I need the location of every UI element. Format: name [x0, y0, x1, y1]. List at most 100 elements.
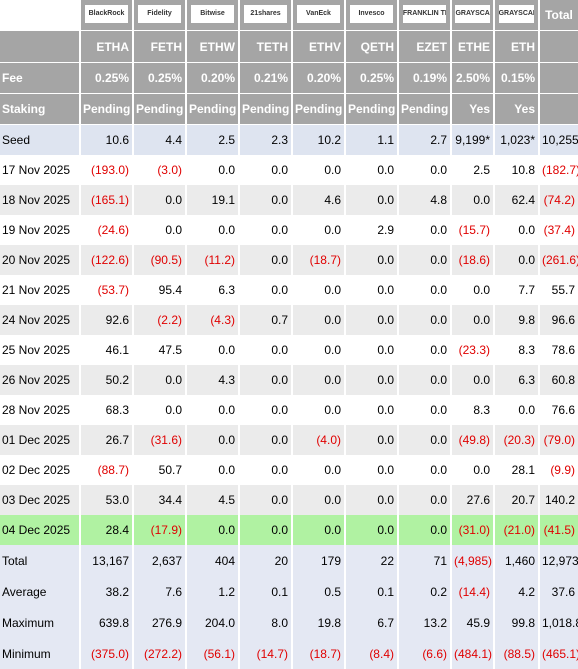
flow-cell: (23.3) [451, 335, 495, 365]
row-label: 18 Nov 2025 [0, 185, 81, 215]
row-label: Seed [0, 124, 81, 155]
flow-cell: 8.3 [494, 335, 540, 365]
staking-value: Pending [239, 93, 293, 125]
logo-cell: VanEck [292, 0, 346, 31]
table-row: Seed 10.6 4.4 2.5 2.3 10.2 1.1 2.7 9,199* 1,023* 1… [0, 124, 578, 155]
flow-cell: 37.6 [539, 576, 578, 607]
flow-cell: 50.7 [133, 455, 187, 485]
flow-cell: (14.7) [239, 638, 293, 669]
table-row: 20 Nov 2025 (122.6) (90.5) (11.2) 0.0 (18.7) 0… [0, 245, 578, 275]
logo-cell: Bitwise [186, 0, 240, 31]
flow-cell: 20.7 [494, 485, 540, 515]
staking-label: Staking [0, 93, 81, 125]
flow-cell: 1,460 [494, 545, 540, 576]
table-row: 24 Nov 2025 92.6 (2.2) (4.3) 0.7 0.0 0.0 0.0 0.0… [0, 305, 578, 335]
ticker: ETHW [186, 30, 240, 63]
row-label: 01 Dec 2025 [0, 425, 81, 455]
table-row: Maximum 639.8 276.9 204.0 8.0 19.8 6.7 13.2 45.9… [0, 607, 578, 638]
flow-cell: (4.3) [186, 305, 240, 335]
flow-cell: 0.0 [239, 185, 293, 215]
flow-cell: 76.6 [539, 395, 578, 425]
logo-cell: FRANKLIN TEMPLETON [398, 0, 452, 31]
logo-cell: Fidelity [133, 0, 187, 31]
flow-cell: 20 [239, 545, 293, 576]
table-row: 18 Nov 2025 (165.1) 0.0 19.1 0.0 4.6 0.0 4.8 0.0… [0, 185, 578, 215]
row-label: 19 Nov 2025 [0, 215, 81, 245]
flow-cell: 404 [186, 545, 240, 576]
flow-cell: (2.2) [133, 305, 187, 335]
row-label: 17 Nov 2025 [0, 155, 81, 185]
corner-cell [0, 0, 81, 31]
flow-cell: 0.0 [133, 365, 187, 395]
table-row: 28 Nov 2025 68.3 0.0 0.0 0.0 0.0 0.0 0.0 8.3 0.0 7… [0, 395, 578, 425]
flow-cell: 0.0 [398, 485, 452, 515]
flow-cell: (9.9) [539, 455, 578, 485]
flow-cell: 276.9 [133, 607, 187, 638]
flow-cell: 0.0 [186, 155, 240, 185]
flow-cell: (11.2) [186, 245, 240, 275]
issuer-logo: GRAYSCALE [455, 4, 490, 23]
row-label: 04 Dec 2025 [0, 515, 81, 545]
ticker-row: ETHA FETH ETHW TETH ETHV QETH EZET ETHE ETH [0, 30, 578, 63]
flow-cell: 639.8 [80, 607, 134, 638]
flow-cell: 55.7 [539, 275, 578, 305]
staking-cell [539, 93, 578, 125]
staking-value: Yes [451, 93, 495, 125]
flow-cell: 4.2 [494, 576, 540, 607]
flow-cell: (14.4) [451, 576, 495, 607]
staking-value: Pending [133, 93, 187, 125]
staking-value: Pending [186, 93, 240, 125]
flow-cell: (24.6) [80, 215, 134, 245]
flow-cell: 0.1 [239, 576, 293, 607]
flow-cell: (20.3) [494, 425, 540, 455]
flow-cell: 50.2 [80, 365, 134, 395]
flow-cell: 0.0 [239, 485, 293, 515]
flow-cell: 204.0 [186, 607, 240, 638]
flow-cell: 1.1 [345, 124, 399, 155]
issuer-logo: Bitwise [190, 4, 235, 23]
row-label: Total [0, 545, 81, 576]
flow-cell: (272.2) [133, 638, 187, 669]
flow-cell: (6.6) [398, 638, 452, 669]
flow-cell: 2.5 [186, 124, 240, 155]
flow-cell: 0.0 [133, 185, 187, 215]
flow-cell: 0.0 [451, 305, 495, 335]
flow-cell: 0.0 [292, 155, 346, 185]
logo-cell: Invesco [345, 0, 399, 31]
flow-cell: 0.0 [398, 335, 452, 365]
flow-cell: (37.4) [539, 215, 578, 245]
flow-cell: (56.1) [186, 638, 240, 669]
flow-cell: 0.0 [186, 395, 240, 425]
flow-cell: 0.0 [398, 155, 452, 185]
ticker: FETH [133, 30, 187, 63]
staking-value: Pending [398, 93, 452, 125]
flow-cell: (31.6) [133, 425, 187, 455]
flow-cell: (375.0) [80, 638, 134, 669]
flow-cell: (21.0) [494, 515, 540, 545]
table-row: 21 Nov 2025 (53.7) 95.4 6.3 0.0 0.0 0.0 0.0 0.0 7… [0, 275, 578, 305]
flow-cell: 0.0 [398, 305, 452, 335]
fee-value: 2.50% [451, 62, 495, 94]
flow-cell: (88.7) [80, 455, 134, 485]
flow-cell: 99.8 [494, 607, 540, 638]
flow-cell: 27.6 [451, 485, 495, 515]
flow-cell: (165.1) [80, 185, 134, 215]
table-row: 19 Nov 2025 (24.6) 0.0 0.0 0.0 0.0 2.9 0.0 (15.7… [0, 215, 578, 245]
flow-cell: (15.7) [451, 215, 495, 245]
flow-cell: (182.7) [539, 155, 578, 185]
row-label: 24 Nov 2025 [0, 305, 81, 335]
flow-cell: (41.5) [539, 515, 578, 545]
flow-cell: 0.0 [239, 515, 293, 545]
flow-cell: 13,167 [80, 545, 134, 576]
flow-cell: 0.0 [398, 425, 452, 455]
row-label: 20 Nov 2025 [0, 245, 81, 275]
fee-value: 0.20% [186, 62, 240, 94]
flow-cell: (18.7) [292, 638, 346, 669]
ticker-label-cell [0, 30, 81, 63]
flow-cell: 0.0 [494, 245, 540, 275]
table-header: BlackRock Fidelity Bitwise 21shares VanEck In… [0, 0, 578, 125]
ticker: ETHE [451, 30, 495, 63]
flow-cell: 0.0 [292, 215, 346, 245]
